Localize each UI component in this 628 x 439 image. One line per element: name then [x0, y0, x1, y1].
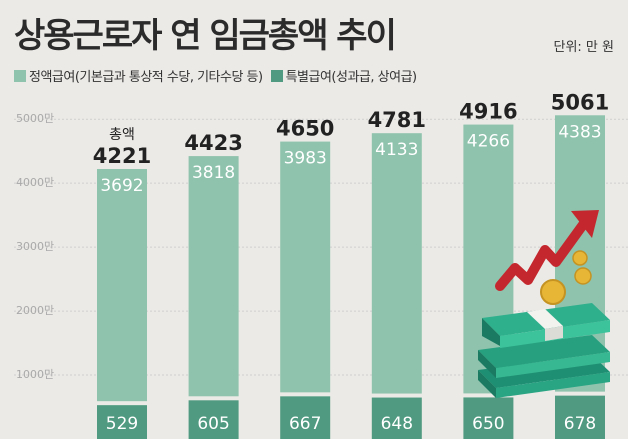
bar-special	[555, 395, 605, 439]
regular-value-label: 3692	[100, 176, 143, 196]
total-value-label: 5061	[551, 90, 609, 114]
bar-special	[280, 396, 331, 439]
bar-special	[97, 405, 147, 439]
bar-regular	[371, 133, 422, 394]
bar-regular	[280, 141, 331, 393]
regular-value-label: 3983	[284, 149, 327, 169]
y-tick-label: 2000만	[16, 304, 54, 317]
regular-value-label: 4133	[375, 140, 418, 160]
bar-regular	[97, 169, 147, 402]
y-tick-label: 5000만	[16, 112, 54, 125]
bar-special	[188, 400, 239, 439]
chart-title: 상용근로자 연 임금총액 추이	[14, 16, 397, 56]
legend-label-regular: 정액급여(기본급과 통상적 수당, 기타수당 등)	[29, 70, 263, 85]
special-value-label: 667	[289, 414, 321, 434]
unit-label: 단위: 만 원	[553, 40, 615, 55]
legend-swatch-regular	[14, 69, 26, 82]
y-tick-label: 3000만	[16, 240, 54, 253]
y-tick-label: 1000만	[16, 368, 54, 381]
regular-value-label: 4383	[558, 122, 601, 142]
total-label: 총액	[109, 127, 135, 143]
bar-special	[463, 397, 514, 439]
special-value-label: 648	[381, 414, 413, 434]
money-stack-rising-arrow-icon	[478, 210, 610, 398]
legend: 정액급여(기본급과 통상적 수당, 기타수당 등) 특별급여(성과급, 상여급)	[14, 66, 425, 85]
total-value-label: 4916	[459, 100, 517, 124]
special-value-label: 650	[472, 414, 504, 434]
legend-swatch-special	[270, 69, 283, 82]
regular-value-label: 3818	[192, 163, 235, 183]
legend-item-regular: 정액급여(기본급과 통상적 수당, 기타수당 등)	[14, 66, 263, 85]
total-value-label: 4781	[368, 108, 426, 132]
special-value-label: 605	[197, 414, 229, 434]
bar-regular	[188, 156, 239, 397]
total-value-label: 4650	[276, 117, 334, 141]
special-value-label: 529	[106, 414, 138, 434]
legend-label-special: 특별급여(성과급, 상여급)	[285, 70, 418, 85]
special-value-label: 678	[564, 414, 596, 434]
regular-value-label: 4266	[467, 132, 510, 152]
total-value-label: 4221	[93, 144, 151, 168]
total-value-label: 4423	[184, 131, 242, 155]
y-tick-label: 4000만	[16, 176, 54, 189]
bar-special	[371, 397, 422, 439]
legend-item-special: 특별급여(성과급, 상여급)	[270, 66, 418, 85]
